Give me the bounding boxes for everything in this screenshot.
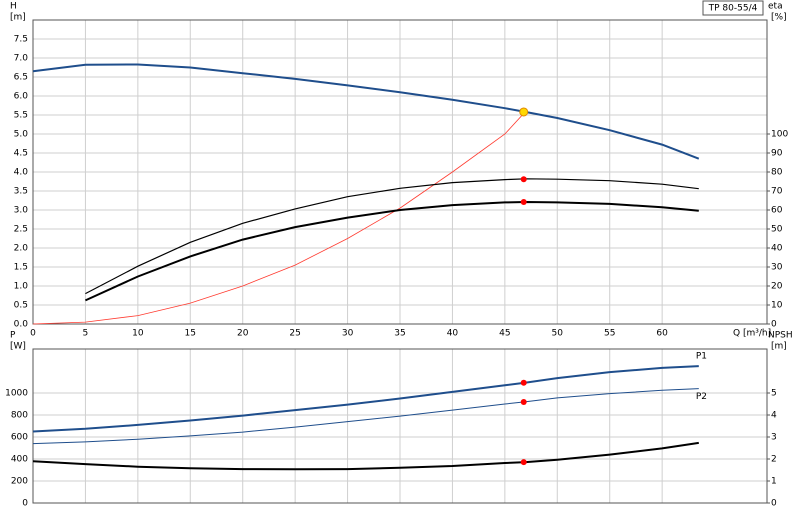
series-label: P2 bbox=[696, 392, 707, 402]
y2-tick-label: 20 bbox=[771, 282, 783, 292]
y2-axis-label: eta bbox=[768, 2, 783, 12]
y-tick-label: 6.0 bbox=[14, 92, 29, 102]
y2-tick-label: 100 bbox=[771, 130, 788, 140]
y-tick-label: 800 bbox=[11, 411, 28, 421]
series-line bbox=[84, 200, 699, 302]
title-box bbox=[702, 0, 764, 16]
y2-tick-label: 5 bbox=[771, 389, 777, 399]
y2-tick-label: 2 bbox=[771, 455, 777, 465]
y-tick-label: 4.5 bbox=[14, 149, 28, 159]
y-axis-label: P bbox=[10, 331, 16, 341]
y2-tick-label: 80 bbox=[771, 168, 783, 178]
y-tick-label: 600 bbox=[11, 433, 28, 443]
y2-tick-label: 1 bbox=[771, 477, 777, 487]
series-line bbox=[32, 388, 699, 445]
x-tick-label: 10 bbox=[132, 329, 144, 339]
y2-tick-label: 4 bbox=[771, 411, 777, 421]
y2-tick-label: 70 bbox=[771, 187, 783, 197]
x-tick-label: 35 bbox=[394, 329, 405, 339]
y2-tick-label: 30 bbox=[771, 263, 783, 273]
y2-tick-label: 40 bbox=[771, 244, 783, 254]
y-axis-label: H bbox=[10, 2, 17, 12]
series-label: P1 bbox=[696, 352, 707, 362]
x-tick-label: 50 bbox=[552, 329, 564, 339]
y2-tick-label: 90 bbox=[771, 149, 783, 159]
x-tick-label: 45 bbox=[499, 329, 510, 339]
chart-title: TP 80-55/4 bbox=[708, 4, 758, 14]
y2-tick-label: 0 bbox=[771, 499, 777, 509]
series-line bbox=[32, 441, 699, 471]
y-tick-label: 4.0 bbox=[14, 168, 29, 178]
y-tick-label: 1.0 bbox=[14, 282, 29, 292]
series-line bbox=[32, 110, 527, 325]
y-tick-label: 3.0 bbox=[14, 206, 29, 216]
y-tick-label: 2.0 bbox=[14, 244, 29, 254]
x-tick-label: 55 bbox=[604, 329, 615, 339]
y-axis-unit: [m] bbox=[10, 13, 26, 23]
y-axis-unit: [W] bbox=[10, 342, 26, 352]
series-line bbox=[32, 365, 699, 433]
x-tick-label: 20 bbox=[237, 329, 249, 339]
y-tick-label: 5.0 bbox=[14, 130, 29, 140]
y-tick-label: 200 bbox=[11, 477, 28, 487]
x-tick-label: 15 bbox=[185, 329, 196, 339]
x-tick-label: 60 bbox=[656, 329, 668, 339]
plot-frame bbox=[32, 19, 768, 325]
y-tick-label: 5.5 bbox=[14, 111, 28, 121]
y-tick-label: 0.5 bbox=[14, 301, 28, 311]
y2-tick-label: 60 bbox=[771, 206, 783, 216]
y2-tick-label: 3 bbox=[771, 433, 777, 443]
y2-axis-unit: [m] bbox=[771, 342, 787, 352]
series-line bbox=[32, 63, 700, 160]
y2-axis-unit: [%] bbox=[771, 13, 787, 23]
x-tick-label: 5 bbox=[83, 329, 89, 339]
x-tick-label: 40 bbox=[447, 329, 459, 339]
x-tick-label: 0 bbox=[30, 329, 36, 339]
duty-point bbox=[520, 176, 527, 183]
y-tick-label: 1000 bbox=[5, 389, 28, 399]
duty-point bbox=[520, 199, 527, 206]
series-line bbox=[85, 178, 699, 295]
x-axis-label: Q [m³/h] bbox=[733, 329, 771, 339]
duty-point bbox=[520, 399, 527, 406]
y2-tick-label: 0 bbox=[771, 320, 777, 330]
y2-tick-label: 10 bbox=[771, 301, 783, 311]
y-tick-label: 6.5 bbox=[14, 73, 28, 83]
plot-frame bbox=[32, 348, 768, 504]
y2-tick-label: 50 bbox=[771, 225, 783, 235]
y-tick-label: 1.5 bbox=[14, 263, 28, 273]
y-tick-label: 2.5 bbox=[14, 225, 28, 235]
y-tick-label: 400 bbox=[11, 455, 28, 465]
y-tick-label: 0.0 bbox=[14, 320, 29, 330]
x-tick-label: 25 bbox=[289, 329, 300, 339]
y-tick-label: 7.5 bbox=[14, 35, 28, 45]
y-tick-label: 3.5 bbox=[14, 187, 28, 197]
y-tick-label: 0 bbox=[22, 499, 28, 509]
x-tick-label: 30 bbox=[342, 329, 354, 339]
duty-point bbox=[520, 459, 527, 466]
y2-axis-label: NPSH bbox=[768, 331, 793, 341]
y-tick-label: 7.0 bbox=[14, 54, 29, 64]
duty-point bbox=[520, 379, 527, 386]
duty-point bbox=[519, 107, 529, 117]
